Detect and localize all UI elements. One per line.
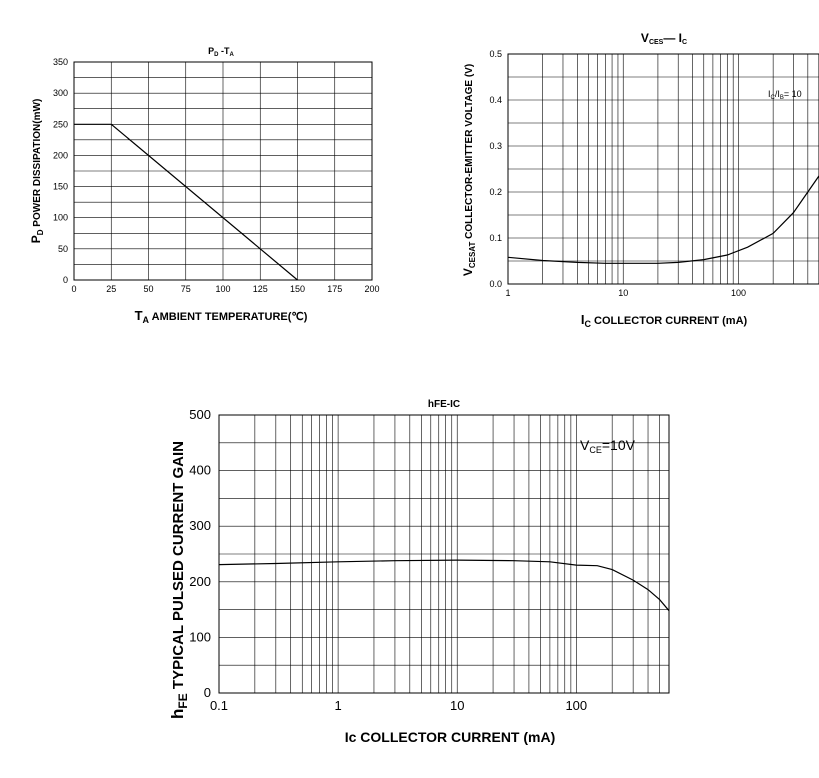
y-tick-label: 200 <box>189 574 211 589</box>
grid <box>508 54 819 284</box>
chart-pd-ta: 0 25 50 75 100 125 150 175 200 0 50 100 150 200 250 30… <box>29 46 380 325</box>
x-tick-label: 150 <box>290 284 305 294</box>
y-tick-label: 300 <box>53 88 68 98</box>
chart-title: VCES— IC <box>641 31 687 46</box>
y-tick-label: 0.4 <box>489 95 502 105</box>
x-tick-label: 200 <box>364 284 379 294</box>
y-tick-label: 50 <box>58 244 68 254</box>
y-tick-label: 0.3 <box>489 141 502 151</box>
x-tick-label: 1 <box>505 288 510 298</box>
x-tick-labels: 0 25 50 75 100 125 150 175 200 <box>71 284 379 294</box>
y-tick-label: 100 <box>189 629 211 644</box>
y-tick-label: 350 <box>53 57 68 67</box>
y-tick-label: 0.5 <box>489 49 502 59</box>
y-tick-label: 0.2 <box>489 187 502 197</box>
x-tick-label: 0 <box>71 284 76 294</box>
y-tick-label: 500 <box>189 407 211 422</box>
chart-title: hFE-IC <box>428 399 460 410</box>
y-axis-label: VCESAT COLLECTOR-EMITTER VOLTAGE (V) <box>461 64 477 276</box>
x-tick-label: 25 <box>106 284 116 294</box>
x-tick-label: 100 <box>565 698 587 713</box>
series-line <box>218 559 670 612</box>
y-tick-label: 150 <box>53 182 68 192</box>
y-tick-label: 100 <box>53 213 68 223</box>
x-tick-label: 175 <box>327 284 342 294</box>
x-tick-label: 50 <box>143 284 153 294</box>
chart-hfe-ic: 0.1 1 10 100 0 100 200 300 400 500 hFE-IC VCE=10… <box>168 399 670 745</box>
x-axis-label: IC COLLECTOR CURRENT (mA) <box>581 312 748 329</box>
y-tick-label: 400 <box>189 463 211 478</box>
series-line <box>507 175 819 264</box>
y-tick-label: 0 <box>63 275 68 285</box>
x-tick-labels: 0.1 1 10 100 <box>210 698 587 713</box>
y-axis-label: hFE TYPICAL PULSED CURRENT GAIN <box>168 441 190 719</box>
y-tick-labels: 0 50 100 150 200 250 300 350 <box>53 57 68 285</box>
x-tick-label: 100 <box>215 284 230 294</box>
y-tick-labels: 0.0 0.1 0.2 0.3 0.4 0.5 <box>489 49 502 289</box>
y-tick-label: 0.0 <box>489 279 502 289</box>
x-tick-label: 1 <box>334 698 341 713</box>
y-tick-label: 250 <box>53 119 68 129</box>
x-axis-label: TA AMBIENT TEMPERATURE(℃) <box>135 308 308 325</box>
condition-annotation: IC/IB= 10 <box>768 89 802 101</box>
series-line <box>74 123 298 281</box>
y-axis-label: PD POWER DISSIPATION(mW) <box>29 99 45 244</box>
x-tick-label: 125 <box>253 284 268 294</box>
x-tick-label: 75 <box>181 284 191 294</box>
chart-title: PD -TA <box>208 46 234 58</box>
x-tick-label: 100 <box>731 288 746 298</box>
plot-frame <box>507 53 819 285</box>
grid <box>74 62 372 280</box>
x-tick-label: 10 <box>450 698 464 713</box>
y-tick-label: 0 <box>204 685 211 700</box>
y-tick-labels: 0 100 200 300 400 500 <box>189 407 211 700</box>
x-tick-label: 0.1 <box>210 698 228 713</box>
plot-frame <box>218 414 670 694</box>
grid <box>219 415 669 693</box>
y-tick-label: 200 <box>53 150 68 160</box>
y-tick-label: 0.1 <box>489 233 502 243</box>
x-tick-labels: 1 10 100 <box>505 288 745 298</box>
chart-vces-ic: 1 10 100 0.0 0.1 0.2 0.3 0.4 0.5 VCES— IC IC/IB… <box>461 31 819 329</box>
x-axis-label: Ic COLLECTOR CURRENT (mA) <box>345 729 556 745</box>
condition-annotation: VCE=10V <box>580 437 636 455</box>
plot-frame <box>73 61 373 281</box>
x-tick-label: 10 <box>618 288 628 298</box>
y-tick-label: 300 <box>189 518 211 533</box>
